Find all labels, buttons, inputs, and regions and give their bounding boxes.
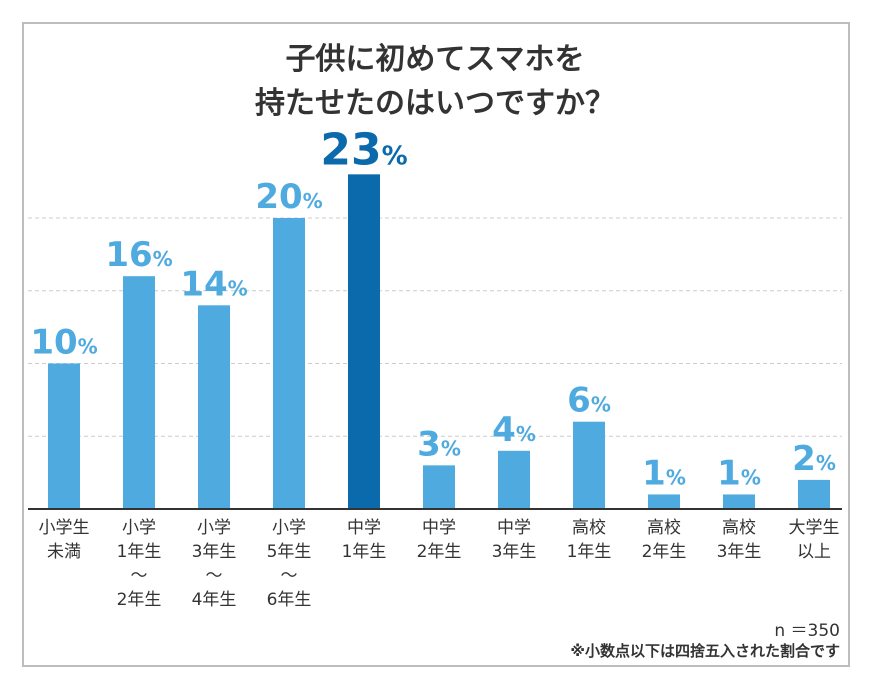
data-label: 1%: [717, 453, 761, 493]
category-label: 高校 1年生: [566, 518, 612, 562]
data-label: 23%: [320, 124, 407, 175]
category-label: 中学 3年生: [491, 518, 537, 562]
title-line-1: 子供に初めてスマホを: [285, 42, 585, 77]
bar: [423, 465, 455, 509]
data-label: 3%: [417, 424, 461, 464]
bar: [348, 174, 380, 509]
chart-frame: [22, 22, 850, 667]
chart-title: 子供に初めてスマホを 持たせたのはいつですか？: [0, 38, 870, 126]
category-label: 小学 1年生〜 2年生: [116, 518, 162, 610]
category-label: 大学生 以上: [788, 518, 840, 562]
bar: [723, 494, 755, 509]
bar: [573, 421, 605, 509]
data-label: 20%: [255, 177, 322, 217]
data-label: 6%: [567, 381, 611, 421]
bar: [48, 363, 80, 509]
data-label: 14%: [180, 264, 247, 304]
sample-size: n ＝350: [774, 621, 840, 641]
data-label: 2%: [792, 439, 836, 479]
bar: [498, 450, 530, 509]
footnote: ※小数点以下は四捨五入された割合です: [570, 642, 840, 660]
category-label: 中学 2年生: [416, 518, 462, 562]
title-line-2: 持たせたのはいつですか？: [255, 86, 615, 121]
category-label: 中学 1年生: [341, 518, 387, 562]
bar: [198, 305, 230, 509]
data-label: 16%: [105, 235, 172, 275]
bar: [798, 479, 830, 509]
data-label: 1%: [642, 453, 686, 493]
bar: [648, 494, 680, 509]
data-label: 4%: [492, 410, 536, 450]
category-label: 小学 3年生〜 4年生: [191, 518, 237, 610]
category-label: 高校 3年生: [716, 518, 762, 562]
category-label: 小学 5年生〜 6年生: [266, 518, 312, 610]
category-label: 高校 2年生: [641, 518, 687, 562]
bar: [123, 276, 155, 509]
data-label: 10%: [30, 323, 97, 363]
category-label: 小学生 未満: [38, 518, 90, 562]
bar: [273, 218, 305, 509]
